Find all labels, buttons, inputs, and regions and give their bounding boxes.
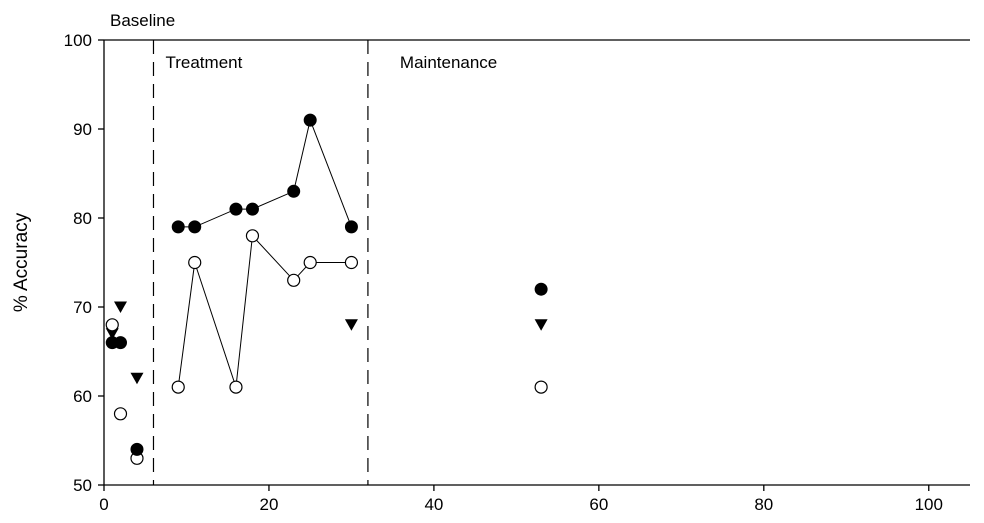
open-circle-point	[113, 407, 128, 421]
filled-circle-point	[245, 202, 259, 216]
y-tick-label: 60	[73, 387, 92, 406]
filled-circle-point	[534, 282, 548, 296]
series-lines	[177, 118, 352, 388]
triangle-point	[130, 372, 144, 385]
open-circle-point	[105, 318, 119, 332]
filled-circle-point	[113, 336, 127, 350]
phase-labels: Baseline Treatment Maintenance	[110, 11, 497, 72]
phase-label-baseline: Baseline	[110, 11, 175, 30]
phase-label-treatment: Treatment	[165, 53, 242, 72]
y-tick-label: 70	[73, 298, 92, 317]
x-tick-label: 80	[754, 495, 773, 514]
open-circle-point	[188, 255, 202, 270]
filled-circle-point	[130, 442, 144, 456]
y-tick-label: 50	[73, 476, 92, 495]
filled-circle-series-line	[178, 118, 352, 228]
filled-circle-point	[188, 220, 202, 234]
filled-circle-point	[171, 220, 185, 234]
open-circle-point	[245, 229, 260, 243]
x-tick-label: 0	[99, 495, 108, 514]
phase-label-maintenance: Maintenance	[400, 53, 497, 72]
triangle-point	[113, 301, 127, 313]
open-circle-series-line	[177, 234, 352, 388]
y-tick-label: 90	[73, 120, 92, 139]
series-markers	[105, 113, 548, 465]
open-circle-point	[344, 255, 359, 270]
x-tick-label: 40	[424, 495, 443, 514]
filled-circle-point	[287, 184, 301, 198]
axes: 50 60 70 80 90 100 0 20 40 60 80 100	[64, 31, 970, 514]
triangle-point	[534, 319, 548, 331]
triangle-point	[344, 319, 358, 331]
x-tick-label: 100	[915, 495, 943, 514]
y-tick-label: 100	[64, 31, 92, 50]
open-circle-point	[171, 380, 185, 394]
phase-boundaries	[152, 40, 369, 485]
open-circle-point	[303, 255, 317, 270]
x-tick-label: 20	[259, 495, 278, 514]
filled-circle-point	[303, 113, 317, 127]
open-circle-point	[287, 273, 301, 287]
triangle-point	[105, 328, 119, 340]
x-tick-label: 60	[589, 495, 608, 514]
filled-circle-point	[344, 220, 358, 234]
open-circle-point	[229, 380, 243, 394]
y-tick-label: 80	[73, 209, 92, 228]
filled-circle-point	[229, 202, 243, 216]
y-axis-title: % Accuracy	[11, 212, 32, 312]
open-circle-point	[534, 380, 548, 394]
